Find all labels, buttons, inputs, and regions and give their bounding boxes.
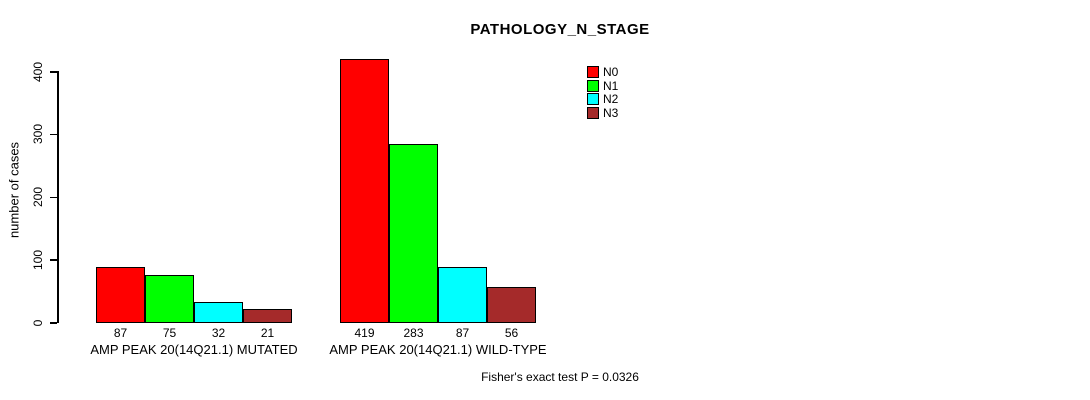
bar-value-label: 283 — [403, 326, 424, 340]
legend-label: N2 — [603, 92, 619, 106]
y-axis-tick — [50, 322, 57, 324]
bar-value-label: 87 — [113, 326, 128, 340]
legend: N0 N1 N2 N3 — [587, 66, 618, 120]
y-axis-tick — [50, 259, 57, 261]
legend-label: N3 — [603, 105, 619, 120]
legend-item-N0: N0 — [587, 66, 618, 78]
legend-item-N3: N3 — [587, 105, 619, 120]
legend-item-N2: N2 — [587, 93, 618, 105]
legend-swatch-N0 — [587, 66, 599, 78]
bar-N2 — [438, 267, 487, 323]
chart-title: PATHOLOGY_N_STAGE — [470, 21, 650, 38]
bar-value-label: 419 — [354, 326, 375, 340]
y-axis-tick — [50, 133, 57, 136]
bar-value-label: 87 — [455, 326, 470, 340]
legend-swatch-N3 — [587, 106, 599, 119]
bar-value-label: 75 — [162, 326, 177, 340]
y-tick-label: 100 — [31, 249, 45, 270]
legend-item-N1: N1 — [587, 78, 619, 93]
bar-N2 — [194, 302, 243, 323]
legend-swatch-N1 — [587, 79, 599, 92]
bar-N1 — [389, 144, 438, 323]
x-group-label: AMP PEAK 20(14Q21.1) MUTATED — [90, 342, 298, 357]
y-axis-tick — [50, 71, 57, 73]
y-axis — [57, 71, 59, 323]
y-axis-label: number of cases — [6, 141, 22, 239]
y-tick-label: 200 — [31, 186, 45, 208]
bar-N0 — [340, 59, 389, 323]
y-tick-label: 300 — [31, 124, 45, 145]
y-axis-tick — [50, 196, 57, 198]
bar-N1 — [145, 275, 194, 323]
bar-N0 — [96, 267, 145, 323]
legend-swatch-N2 — [587, 93, 599, 105]
legend-label: N0 — [603, 65, 619, 79]
x-group-label: AMP PEAK 20(14Q21.1) WILD-TYPE — [329, 342, 547, 357]
y-tick-label: 0 — [31, 319, 45, 326]
y-tick-label: 400 — [31, 61, 45, 82]
bar-N3 — [243, 309, 292, 323]
fisher-test-annotation: Fisher's exact test P = 0.0326 — [481, 370, 639, 384]
legend-label: N1 — [603, 78, 619, 93]
bar-N3 — [487, 287, 536, 323]
bar-value-label: 32 — [211, 326, 226, 340]
bar-value-label: 21 — [260, 326, 275, 340]
bar-value-label: 56 — [504, 326, 519, 340]
